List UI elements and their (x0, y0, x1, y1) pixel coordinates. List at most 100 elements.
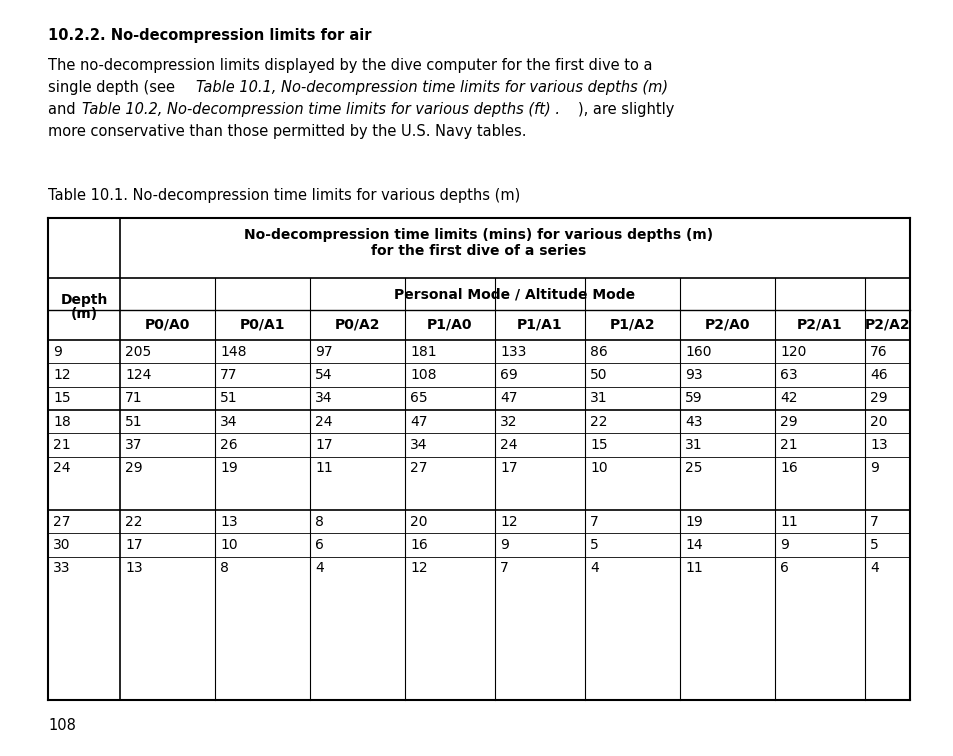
Text: 6: 6 (780, 562, 788, 575)
Text: Table 10.1, No-decompression time limits for various depths (m): Table 10.1, No-decompression time limits… (195, 80, 667, 95)
Text: 108: 108 (48, 718, 76, 733)
Text: Table 10.1. No-decompression time limits for various depths (m): Table 10.1. No-decompression time limits… (48, 188, 519, 203)
Text: 34: 34 (410, 438, 427, 452)
Text: 120: 120 (780, 345, 805, 358)
Text: 4: 4 (314, 562, 323, 575)
Text: 12: 12 (53, 368, 71, 382)
Text: 10: 10 (220, 538, 237, 552)
Text: 97: 97 (314, 345, 333, 358)
Text: 13: 13 (869, 438, 886, 452)
Text: 6: 6 (314, 538, 323, 552)
Text: 31: 31 (589, 392, 607, 405)
Text: 8: 8 (220, 562, 229, 575)
Text: The no-decompression limits displayed by the dive computer for the first dive to: The no-decompression limits displayed by… (48, 58, 652, 73)
Text: 22: 22 (589, 415, 607, 429)
Text: 7: 7 (499, 562, 508, 575)
Text: 29: 29 (869, 392, 886, 405)
Text: 18: 18 (53, 415, 71, 429)
Text: 47: 47 (410, 415, 427, 429)
Text: 15: 15 (589, 438, 607, 452)
Text: 9: 9 (780, 538, 788, 552)
Text: 17: 17 (314, 438, 333, 452)
Text: 4: 4 (869, 562, 878, 575)
Text: 29: 29 (780, 415, 797, 429)
Text: 21: 21 (780, 438, 797, 452)
Text: 20: 20 (410, 515, 427, 528)
Text: P2/A1: P2/A1 (797, 318, 841, 332)
Text: 17: 17 (499, 461, 517, 476)
Text: 63: 63 (780, 368, 797, 382)
Text: 24: 24 (314, 415, 333, 429)
Text: 30: 30 (53, 538, 71, 552)
Text: 13: 13 (125, 562, 143, 575)
Text: 12: 12 (410, 562, 427, 575)
Text: 7: 7 (589, 515, 598, 528)
Text: P0/A0: P0/A0 (145, 318, 190, 332)
Text: 29: 29 (125, 461, 143, 476)
Text: 34: 34 (220, 415, 237, 429)
Text: P1/A0: P1/A0 (427, 318, 473, 332)
Text: 133: 133 (499, 345, 526, 358)
Text: P1/A2: P1/A2 (609, 318, 655, 332)
Text: 59: 59 (684, 392, 702, 405)
Text: P2/A0: P2/A0 (704, 318, 749, 332)
Text: 93: 93 (684, 368, 702, 382)
Text: 16: 16 (410, 538, 427, 552)
Text: 108: 108 (410, 368, 436, 382)
Text: and: and (48, 102, 80, 117)
Text: 10: 10 (589, 461, 607, 476)
Text: 14: 14 (684, 538, 702, 552)
Text: 27: 27 (53, 515, 71, 528)
Text: 11: 11 (684, 562, 702, 575)
Text: 69: 69 (499, 368, 517, 382)
Text: P1/A1: P1/A1 (517, 318, 562, 332)
Text: No-decompression time limits (mins) for various depths (m): No-decompression time limits (mins) for … (244, 228, 713, 242)
Text: 19: 19 (684, 515, 702, 528)
Text: 51: 51 (220, 392, 237, 405)
Text: 7: 7 (869, 515, 878, 528)
Text: 34: 34 (314, 392, 333, 405)
Text: 71: 71 (125, 392, 143, 405)
Text: 11: 11 (314, 461, 333, 476)
Text: 21: 21 (53, 438, 71, 452)
Text: 51: 51 (125, 415, 143, 429)
Text: 10.2.2. No-decompression limits for air: 10.2.2. No-decompression limits for air (48, 28, 371, 43)
Text: for the first dive of a series: for the first dive of a series (371, 244, 586, 258)
Text: 15: 15 (53, 392, 71, 405)
Text: 42: 42 (780, 392, 797, 405)
Text: 181: 181 (410, 345, 436, 358)
Text: 9: 9 (869, 461, 878, 476)
Text: 205: 205 (125, 345, 152, 358)
Text: 77: 77 (220, 368, 237, 382)
Text: 148: 148 (220, 345, 246, 358)
Text: 13: 13 (220, 515, 237, 528)
Text: 160: 160 (684, 345, 711, 358)
Text: Personal Mode / Altitude Mode: Personal Mode / Altitude Mode (394, 287, 635, 301)
Text: 86: 86 (589, 345, 607, 358)
Text: ), are slightly: ), are slightly (578, 102, 674, 117)
Text: 31: 31 (684, 438, 702, 452)
Text: 32: 32 (499, 415, 517, 429)
Text: 47: 47 (499, 392, 517, 405)
Text: 22: 22 (125, 515, 142, 528)
Text: P0/A1: P0/A1 (239, 318, 285, 332)
Text: 50: 50 (589, 368, 607, 382)
Text: 124: 124 (125, 368, 152, 382)
Text: 4: 4 (589, 562, 598, 575)
Text: Table 10.2, No-decompression time limits for various depths (ft) .: Table 10.2, No-decompression time limits… (82, 102, 559, 117)
Text: 19: 19 (220, 461, 237, 476)
Text: 24: 24 (53, 461, 71, 476)
Text: 9: 9 (499, 538, 508, 552)
Bar (48, 218, 909, 700)
Text: 24: 24 (499, 438, 517, 452)
Text: 5: 5 (869, 538, 878, 552)
Text: 12: 12 (499, 515, 517, 528)
Text: single depth (see: single depth (see (48, 80, 179, 95)
Text: 5: 5 (589, 538, 598, 552)
Text: 25: 25 (684, 461, 701, 476)
Text: 43: 43 (684, 415, 701, 429)
Text: 33: 33 (53, 562, 71, 575)
Text: 37: 37 (125, 438, 142, 452)
Text: 16: 16 (780, 461, 797, 476)
Text: 11: 11 (780, 515, 797, 528)
